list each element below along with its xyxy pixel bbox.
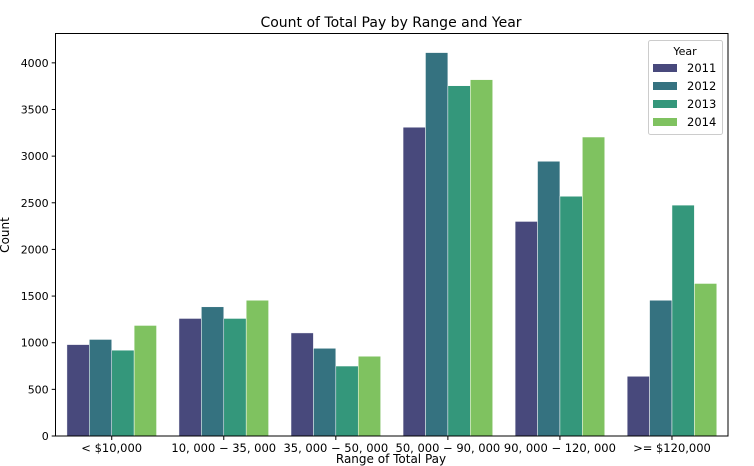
bar-2013-5: [671, 204, 695, 437]
y-tick-label: 1500: [21, 290, 49, 303]
x-tick-label: 90, 000 − 120, 000: [504, 441, 616, 455]
bar-2012-4: [537, 161, 561, 437]
legend-swatch-2011: [653, 64, 677, 72]
legend-title: Year: [672, 45, 697, 58]
legend-swatch-2014: [653, 118, 677, 126]
bar-2011-4: [514, 221, 538, 437]
bar-2012-3: [425, 52, 449, 437]
legend-label: 2011: [687, 61, 716, 75]
bar-2014-0: [133, 325, 157, 437]
y-tick-label: 4000: [21, 57, 49, 70]
bar-2011-1: [178, 318, 202, 437]
y-tick-label: 3000: [21, 150, 49, 163]
bar-2014-2: [357, 355, 381, 437]
bar-2014-4: [582, 136, 605, 437]
x-tick-label: >= $120,000: [633, 441, 711, 455]
y-tick-label: 2500: [21, 197, 49, 210]
bar-2013-0: [111, 349, 135, 437]
x-tick-label: 10, 000 − 35, 000: [171, 441, 276, 455]
legend-swatch-2013: [653, 100, 677, 108]
bar-2013-3: [447, 85, 471, 437]
bar-2012-2: [313, 348, 337, 437]
legend-swatch-2012: [653, 82, 677, 90]
y-tick-label: 0: [42, 430, 49, 443]
legend-label: 2014: [687, 115, 716, 129]
plot-frame: [55, 33, 729, 437]
bar-2012-5: [649, 300, 673, 437]
x-tick-label: 50, 000 − 90, 000: [396, 441, 501, 455]
bar-2011-3: [402, 126, 426, 437]
legend-label: 2013: [687, 97, 716, 111]
bar-2013-2: [335, 365, 359, 437]
bar-2013-4: [559, 196, 583, 437]
y-tick-label: 500: [28, 383, 49, 396]
y-tick-label: 2000: [21, 243, 49, 256]
bar-2012-1: [201, 306, 225, 437]
legend-label: 2012: [687, 79, 716, 93]
x-tick-label: 35, 000 − 50, 000: [283, 441, 388, 455]
y-tick-label: 1000: [21, 337, 49, 350]
chart-title: Count of Total Pay by Range and Year: [260, 15, 521, 31]
bar-2014-1: [245, 300, 269, 437]
bar-2011-0: [66, 344, 90, 437]
legend: Year 2011 2012 2013 2014: [648, 40, 723, 135]
y-axis-label: Count: [0, 217, 12, 253]
bar-2011-5: [626, 376, 650, 437]
x-axis-label: Range of Total Pay: [336, 452, 446, 466]
bar-2014-5: [694, 283, 718, 437]
bar-2014-3: [470, 79, 493, 437]
bar-2011-2: [290, 332, 314, 437]
x-tick-label: < $10,000: [81, 441, 142, 455]
y-tick-label: 3500: [21, 103, 49, 116]
bar-2012-0: [89, 339, 112, 437]
bar-2013-1: [223, 318, 247, 437]
